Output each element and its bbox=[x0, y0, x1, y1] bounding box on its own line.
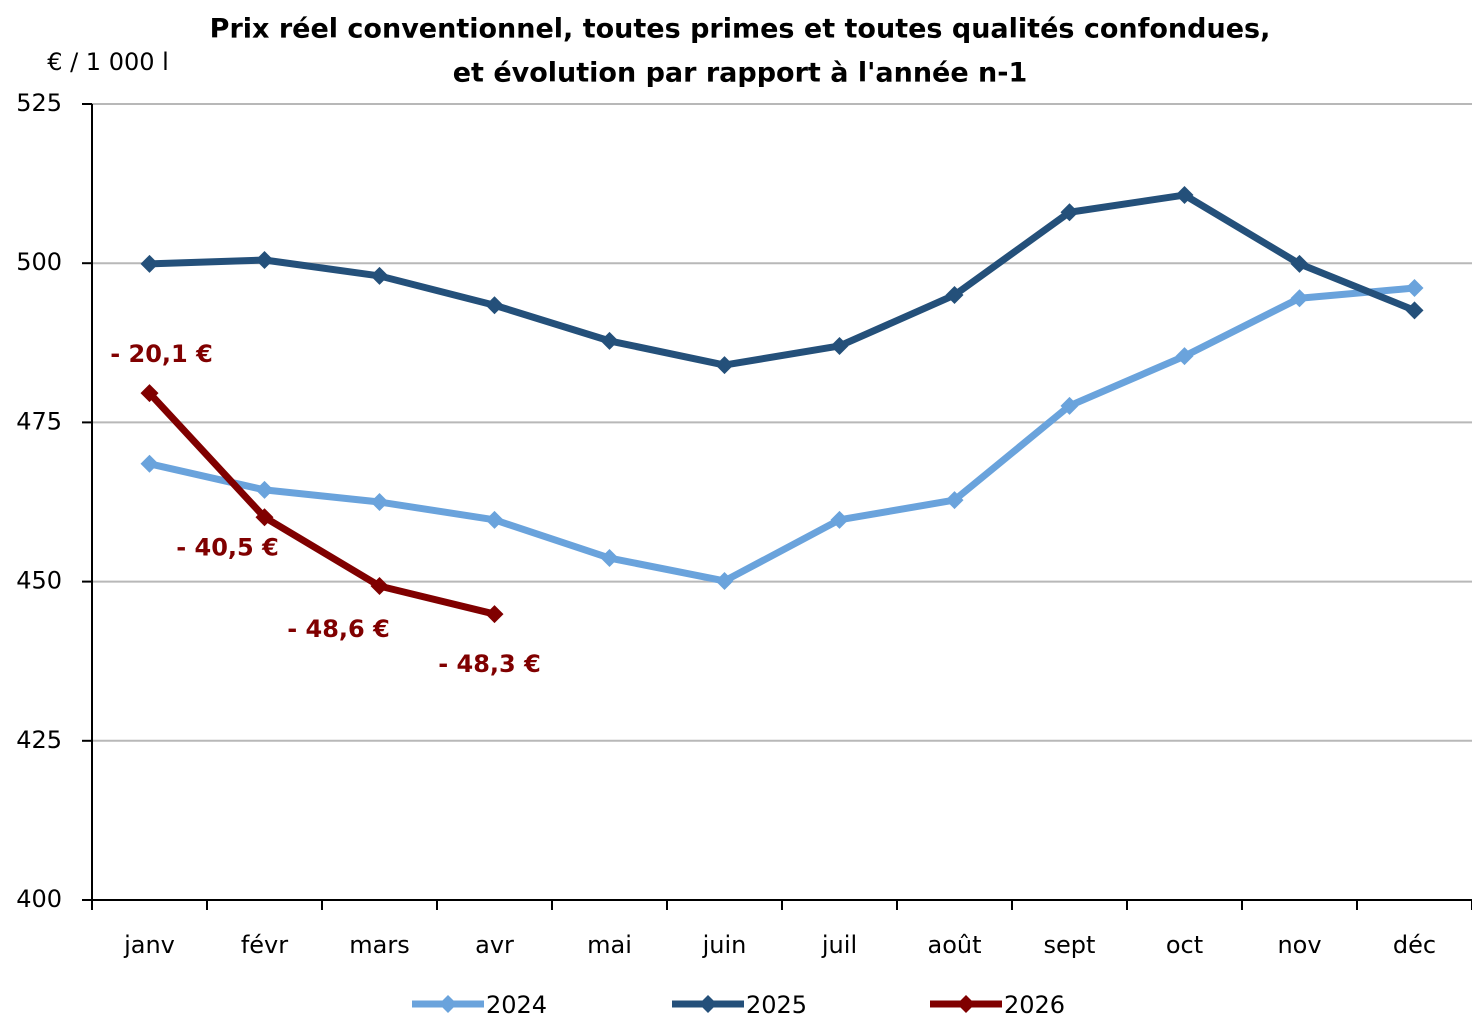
y-tick-label: 450 bbox=[16, 567, 62, 595]
y-tick-label: 475 bbox=[16, 407, 62, 435]
marker bbox=[715, 571, 734, 590]
marker bbox=[1290, 254, 1309, 273]
x-tick-label: sept bbox=[1044, 931, 1096, 959]
annotation: - 48,6 € bbox=[287, 615, 390, 643]
x-tick-label: mars bbox=[349, 931, 409, 959]
marker bbox=[140, 454, 159, 473]
marker bbox=[255, 480, 274, 499]
marker bbox=[140, 254, 159, 273]
marker bbox=[600, 549, 619, 568]
x-tick-label: nov bbox=[1277, 931, 1321, 959]
x-tick-label: janv bbox=[123, 931, 175, 959]
marker bbox=[370, 577, 389, 596]
y-tick-label: 425 bbox=[16, 726, 62, 754]
marker bbox=[1405, 279, 1424, 298]
chart-title: Prix réel conventionnel, toutes primes e… bbox=[210, 14, 1271, 45]
marker bbox=[945, 491, 964, 510]
y-tick-label: 500 bbox=[16, 248, 62, 276]
marker bbox=[945, 286, 964, 305]
x-tick-label: févr bbox=[241, 931, 288, 959]
marker bbox=[600, 331, 619, 350]
marker bbox=[370, 493, 389, 511]
marker bbox=[715, 356, 734, 375]
series-line bbox=[149, 191, 1416, 369]
marker bbox=[485, 605, 504, 624]
annotation: - 20,1 € bbox=[110, 340, 213, 368]
marker bbox=[1060, 396, 1079, 415]
y-tick-label: 400 bbox=[16, 885, 62, 913]
legend-marker bbox=[699, 995, 717, 1013]
marker bbox=[255, 251, 274, 270]
marker bbox=[485, 510, 504, 529]
x-tick-label: mai bbox=[587, 931, 632, 959]
x-tick-label: déc bbox=[1393, 931, 1436, 959]
legend-label: 2024 bbox=[486, 991, 547, 1018]
marker bbox=[830, 510, 849, 529]
marker bbox=[1290, 289, 1309, 308]
marker bbox=[255, 508, 274, 527]
legend-marker bbox=[439, 995, 457, 1013]
marker bbox=[140, 384, 159, 403]
x-tick-label: juil bbox=[821, 931, 857, 959]
x-tick-label: août bbox=[927, 931, 981, 959]
series-line bbox=[148, 284, 1415, 585]
legend-marker bbox=[957, 995, 975, 1013]
annotation: - 48,3 € bbox=[438, 650, 541, 678]
x-tick-label: oct bbox=[1166, 931, 1203, 959]
marker bbox=[1175, 347, 1194, 366]
marker bbox=[485, 296, 504, 315]
y-tick-label: 525 bbox=[16, 89, 62, 117]
marker bbox=[1060, 203, 1079, 222]
marker bbox=[830, 336, 849, 355]
series-line bbox=[146, 390, 496, 618]
marker bbox=[1175, 186, 1194, 205]
legend-label: 2025 bbox=[746, 991, 807, 1018]
chart-title: et évolution par rapport à l'année n-1 bbox=[453, 58, 1028, 89]
marker bbox=[1405, 301, 1424, 320]
legend-label: 2026 bbox=[1004, 991, 1065, 1018]
y-axis-label: € / 1 000 l bbox=[47, 48, 169, 76]
marker bbox=[370, 266, 389, 285]
x-tick-label: juin bbox=[702, 931, 747, 959]
annotation: - 40,5 € bbox=[176, 533, 279, 561]
x-tick-label: avr bbox=[475, 931, 514, 959]
